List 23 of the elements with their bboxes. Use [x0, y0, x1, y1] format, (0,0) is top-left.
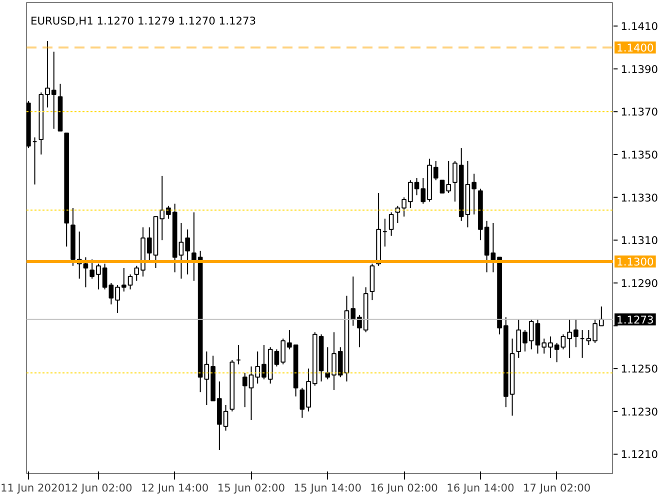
- candlestick: [388, 212, 394, 236]
- x-tick-label: 16 Jun 14:00: [446, 482, 515, 494]
- y-tick-label: 1.1350: [620, 148, 658, 162]
- y-tick-label: 1.1330: [620, 191, 658, 204]
- x-tick-label: 16 Jun 02:00: [370, 482, 438, 494]
- x-tick-label: 12 Jun 02:00: [64, 482, 133, 494]
- y-tick-label: 1.1230: [620, 405, 658, 418]
- ref-line-label: 1.1273: [616, 313, 654, 326]
- y-tick-label: 1.1370: [620, 106, 658, 119]
- x-tick-label: 11 Jun 2020: [0, 482, 65, 494]
- y-tick-label: 1.1410: [620, 20, 658, 34]
- text: EURUSD,H1 1.1270 1.1279 1.1270 1.1273: [30, 14, 256, 28]
- x-tick-label: 15 Jun 14:00: [294, 482, 362, 494]
- y-tick-label: 1.1250: [620, 362, 658, 376]
- y-tick-label: 1.1290: [620, 276, 658, 290]
- x-tick-label: 17 Jun 02:00: [522, 482, 591, 494]
- y-tick-label: 1.1210: [620, 448, 658, 462]
- y-tick-label: 1.1390: [620, 62, 658, 76]
- ref-line-label: 1.1300: [616, 256, 654, 269]
- y-tick-label: 1.1310: [620, 234, 658, 248]
- x-tick-label: 15 Jun 02:00: [217, 482, 286, 494]
- ref-line-label: 1.1400: [616, 41, 654, 54]
- x-tick-label: 12 Jun 14:00: [140, 482, 209, 494]
